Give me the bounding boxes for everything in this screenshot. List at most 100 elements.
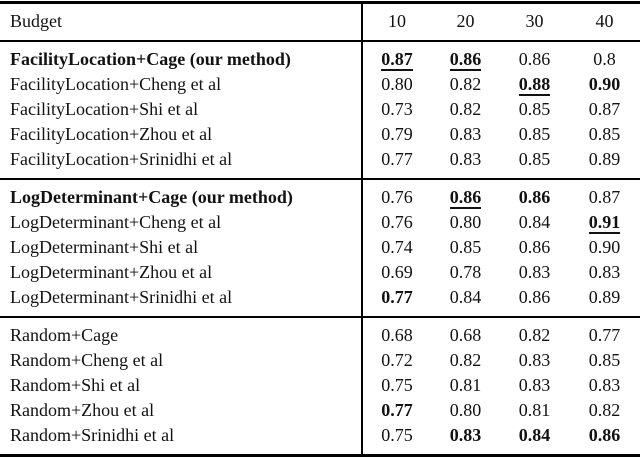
- score-cell: 0.86: [500, 41, 569, 72]
- table-row: FacilityLocation+Shi et al 0.73 0.82 0.85 0.…: [0, 97, 640, 122]
- score-cell: 0.87: [569, 97, 640, 122]
- score-value: 0.68: [381, 325, 413, 345]
- score-cell: 0.8: [569, 41, 640, 72]
- score-cell: 0.74: [361, 235, 431, 260]
- score-cell: 0.85: [431, 235, 500, 260]
- score-cell: 0.80: [361, 72, 431, 97]
- score-cell: 0.73: [361, 97, 431, 122]
- score-cell: 0.86: [569, 423, 640, 456]
- table-group: FacilityLocation+Cage (our method) 0.87 0.…: [0, 41, 640, 179]
- score-value: 0.83: [518, 350, 551, 370]
- score-cell: 0.88: [500, 72, 569, 97]
- method-label: FacilityLocation+Cage (our method): [10, 49, 291, 69]
- score-cell: 0.89: [569, 147, 640, 179]
- score-value: 0.88: [518, 74, 551, 96]
- score-value: 0.77: [381, 400, 413, 420]
- score-value: 0.82: [518, 325, 551, 345]
- method-label: Random+Cheng et al: [10, 350, 164, 370]
- method-label: FacilityLocation+Cheng et al: [10, 74, 222, 94]
- score-cell: 0.76: [361, 210, 431, 235]
- score-value: 0.90: [588, 237, 621, 257]
- score-value: 0.86: [518, 49, 551, 69]
- header-budget-label: Budget: [0, 2, 362, 42]
- score-cell: 0.86: [431, 41, 500, 72]
- table-row: Random+Shi et al 0.75 0.81 0.83 0.83: [0, 373, 640, 398]
- score-value: 0.85: [588, 350, 621, 370]
- score-value: 0.76: [381, 187, 413, 207]
- score-cell: 0.86: [500, 235, 569, 260]
- table-row: LogDeterminant+Shi et al 0.74 0.85 0.86 0.90: [0, 235, 640, 260]
- score-cell: 0.90: [569, 235, 640, 260]
- score-cell: 0.82: [431, 97, 500, 122]
- score-value: 0.85: [518, 99, 551, 119]
- table-row: LogDeterminant+Cage (our method) 0.76 0.86…: [0, 179, 640, 210]
- score-value: 0.80: [449, 212, 482, 232]
- score-cell: 0.86: [500, 179, 569, 210]
- score-value: 0.82: [588, 400, 621, 420]
- table-row: FacilityLocation+Cage (our method) 0.87 0.…: [0, 41, 640, 72]
- score-cell: 0.84: [500, 210, 569, 235]
- table-row: LogDeterminant+Zhou et al 0.69 0.78 0.83 0.8…: [0, 260, 640, 285]
- method-label: LogDeterminant+Zhou et al: [10, 262, 213, 282]
- score-value: 0.8: [593, 49, 616, 69]
- score-value: 0.89: [588, 287, 621, 307]
- score-value: 0.83: [449, 124, 482, 144]
- table-row: Random+Cheng et al 0.72 0.82 0.83 0.85: [0, 348, 640, 373]
- method-label: LogDeterminant+Srinidhi et al: [10, 287, 233, 307]
- score-cell: 0.85: [500, 97, 569, 122]
- score-value: 0.74: [381, 237, 413, 257]
- score-value: 0.89: [588, 149, 621, 169]
- score-value: 0.86: [518, 237, 551, 257]
- score-cell: 0.85: [569, 348, 640, 373]
- method-label: LogDeterminant+Cage (our method): [10, 187, 293, 207]
- score-value: 0.82: [449, 74, 482, 94]
- score-cell: 0.80: [431, 210, 500, 235]
- method-label: LogDeterminant+Cheng et al: [10, 212, 222, 232]
- score-value: 0.76: [381, 212, 413, 232]
- method-label: Random+Zhou et al: [10, 400, 155, 420]
- score-value: 0.87: [381, 49, 413, 71]
- score-cell: 0.69: [361, 260, 431, 285]
- method-label: FacilityLocation+Shi et al: [10, 99, 199, 119]
- score-value: 0.83: [518, 375, 551, 395]
- score-cell: 0.83: [431, 147, 500, 179]
- score-cell: 0.72: [361, 348, 431, 373]
- table-row: Random+Zhou et al 0.77 0.80 0.81 0.82: [0, 398, 640, 423]
- score-cell: 0.89: [569, 285, 640, 317]
- score-cell: 0.81: [431, 373, 500, 398]
- score-value: 0.87: [588, 99, 621, 119]
- score-value: 0.84: [518, 212, 551, 232]
- header-budget-20: 20: [431, 2, 500, 42]
- score-cell: 0.75: [361, 423, 431, 456]
- table-row: FacilityLocation+Cheng et al 0.80 0.82 0.88…: [0, 72, 640, 97]
- score-cell: 0.83: [431, 423, 500, 456]
- score-value: 0.79: [381, 124, 413, 144]
- score-cell: 0.83: [569, 373, 640, 398]
- score-value: 0.86: [518, 187, 551, 207]
- method-label: Random+Shi et al: [10, 375, 141, 395]
- table-header: Budget 10 20 30 40: [0, 2, 640, 42]
- score-cell: 0.77: [569, 317, 640, 348]
- table-row: FacilityLocation+Zhou et al 0.79 0.83 0.85 0…: [0, 122, 640, 147]
- score-cell: 0.82: [500, 317, 569, 348]
- score-value: 0.90: [588, 74, 621, 94]
- score-value: 0.86: [518, 287, 551, 307]
- score-cell: 0.90: [569, 72, 640, 97]
- score-value: 0.77: [381, 287, 413, 307]
- method-label: Random+Cage: [10, 325, 119, 345]
- score-value: 0.80: [381, 74, 413, 94]
- method-label: LogDeterminant+Shi et al: [10, 237, 199, 257]
- score-cell: 0.83: [500, 348, 569, 373]
- score-cell: 0.76: [361, 179, 431, 210]
- score-value: 0.75: [381, 375, 413, 395]
- score-cell: 0.84: [431, 285, 500, 317]
- score-cell: 0.77: [361, 147, 431, 179]
- score-cell: 0.83: [431, 122, 500, 147]
- score-value: 0.85: [588, 124, 621, 144]
- score-cell: 0.84: [500, 423, 569, 456]
- score-cell: 0.83: [500, 373, 569, 398]
- header-budget-30: 30: [500, 2, 569, 42]
- score-value: 0.83: [518, 262, 551, 282]
- score-value: 0.83: [449, 425, 482, 445]
